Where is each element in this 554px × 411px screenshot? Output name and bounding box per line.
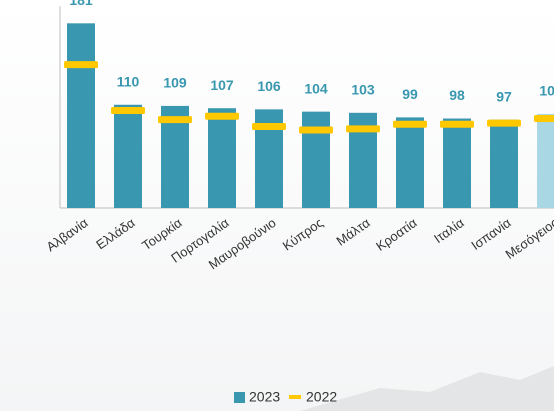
bar — [443, 119, 471, 208]
value-label: 107 — [210, 77, 234, 93]
bar — [302, 112, 330, 208]
value-label: 109 — [163, 75, 187, 91]
marker-2022 — [346, 125, 380, 132]
value-label: 97 — [496, 88, 512, 104]
marker-2022 — [252, 123, 286, 130]
marker-2022 — [393, 121, 427, 128]
chart: 181Αλβανία110Ελλάδα109Τουρκία107Πορτογαλ… — [0, 0, 554, 411]
legend-swatch — [234, 392, 245, 403]
value-label: 181 — [69, 0, 93, 8]
value-label: 99 — [402, 86, 418, 102]
value-label: 104 — [304, 80, 328, 96]
marker-2022 — [487, 120, 521, 127]
value-label: 98 — [449, 87, 465, 103]
legend-swatch — [289, 395, 301, 399]
marker-2022 — [440, 121, 474, 128]
marker-2022 — [534, 115, 554, 122]
bar — [537, 114, 554, 208]
legend-label: 2023 — [249, 389, 280, 405]
bar — [67, 23, 95, 208]
bar — [490, 120, 518, 208]
bar — [396, 117, 424, 208]
value-label: 102 — [539, 83, 554, 99]
value-label: 106 — [257, 78, 281, 94]
value-label: 110 — [117, 73, 140, 89]
marker-2022 — [111, 107, 145, 114]
bar — [114, 105, 142, 208]
legend-label: 2022 — [306, 389, 337, 405]
marker-2022 — [205, 113, 239, 120]
marker-2022 — [64, 61, 98, 68]
marker-2022 — [299, 127, 333, 134]
value-label: 103 — [351, 81, 375, 97]
bar — [208, 108, 236, 208]
marker-2022 — [158, 116, 192, 123]
